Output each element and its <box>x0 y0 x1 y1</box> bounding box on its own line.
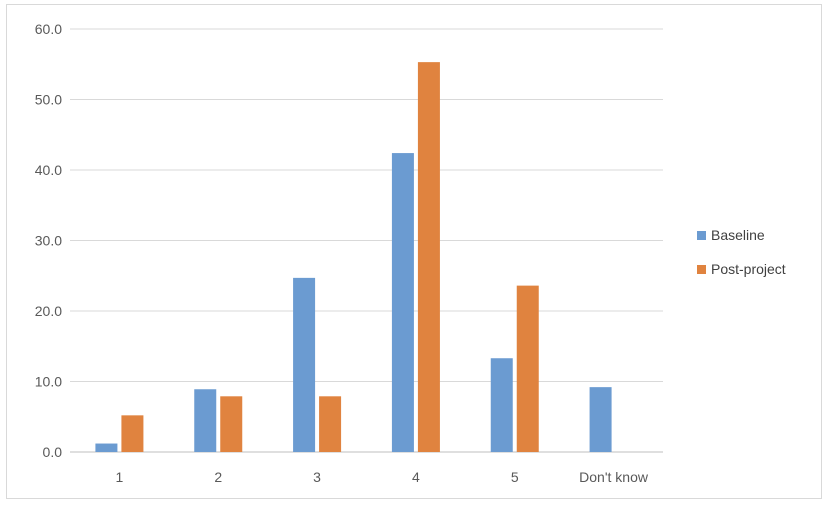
bar-baseline <box>293 277 316 452</box>
y-tick-label: 40.0 <box>35 162 62 178</box>
gridlines <box>70 28 663 453</box>
bar-post-project <box>121 415 144 452</box>
x-tick-label: 4 <box>412 469 420 485</box>
y-tick-label: 60.0 <box>35 21 62 37</box>
bar-baseline <box>391 153 414 452</box>
bar-baseline <box>589 387 612 452</box>
bar-baseline <box>194 389 217 452</box>
y-tick-label: 30.0 <box>35 233 62 249</box>
x-tick-label: 5 <box>511 469 519 485</box>
bar-baseline <box>490 358 513 452</box>
bar-post-project <box>516 285 539 452</box>
bar-baseline <box>95 443 118 452</box>
y-tick-label: 50.0 <box>35 92 62 108</box>
x-axis-ticks: 1 2 3 4 5 Don't know <box>116 469 649 485</box>
legend-label: Baseline <box>711 227 765 243</box>
bars <box>95 62 612 452</box>
x-tick-label: 1 <box>116 469 124 485</box>
x-tick-label: Don't know <box>579 469 649 485</box>
legend-swatch <box>697 265 706 274</box>
y-tick-label: 10.0 <box>35 374 62 390</box>
legend-swatch <box>697 231 706 240</box>
x-tick-label: 2 <box>214 469 222 485</box>
bar-post-project <box>417 62 440 452</box>
y-axis-ticks: 0.0 10.0 20.0 30.0 40.0 50.0 60.0 <box>35 21 62 460</box>
bar-post-project <box>319 396 342 452</box>
legend: Baseline Post-project <box>697 227 786 277</box>
y-tick-label: 20.0 <box>35 303 62 319</box>
y-tick-label: 0.0 <box>43 444 63 460</box>
bar-post-project <box>220 396 243 452</box>
legend-label: Post-project <box>711 261 786 277</box>
x-tick-label: 3 <box>313 469 321 485</box>
